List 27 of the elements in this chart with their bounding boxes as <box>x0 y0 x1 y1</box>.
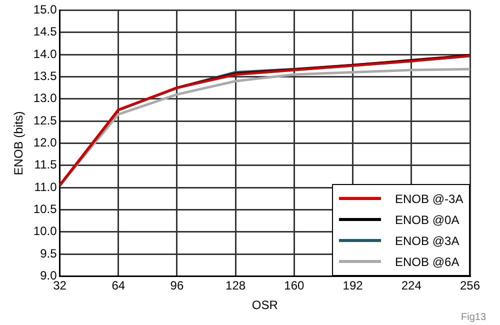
y-tick-label: 15.0 <box>33 2 58 17</box>
x-tick-label: 32 <box>53 278 67 293</box>
x-axis-title: OSR <box>252 298 278 312</box>
x-tick-label: 64 <box>112 278 126 293</box>
y-tick-label: 10.5 <box>33 202 58 216</box>
x-tick-label: 256 <box>460 278 480 293</box>
y-tick-label: 14.0 <box>33 46 58 61</box>
y-tick-label: 10.0 <box>33 224 58 238</box>
x-tick-label: 160 <box>284 278 305 293</box>
y-tick-label: 11.5 <box>34 158 58 172</box>
y-tick-label: 14.5 <box>33 24 58 39</box>
legend-label: ENOB @-3A <box>395 192 464 206</box>
x-tick-label: 96 <box>170 278 184 293</box>
y-tick-label: 11.0 <box>34 180 58 194</box>
y-tick-label: 13.0 <box>33 91 58 106</box>
caption: Fig13 <box>460 312 486 323</box>
y-tick-label: 12.5 <box>33 113 58 128</box>
legend-label: ENOB @0A <box>395 212 460 227</box>
legend-label: ENOB @6A <box>395 254 460 269</box>
legend-label: ENOB @3A <box>395 234 460 248</box>
x-tick-label: 128 <box>226 278 246 293</box>
y-tick-label: 9.5 <box>40 246 58 260</box>
x-tick-label: 224 <box>401 278 422 293</box>
y-tick-label: 12.0 <box>33 136 58 150</box>
y-axis-title: ENOB (bits) <box>12 111 26 176</box>
x-tick-label: 192 <box>342 278 364 293</box>
y-tick-label: 13.5 <box>33 69 58 84</box>
